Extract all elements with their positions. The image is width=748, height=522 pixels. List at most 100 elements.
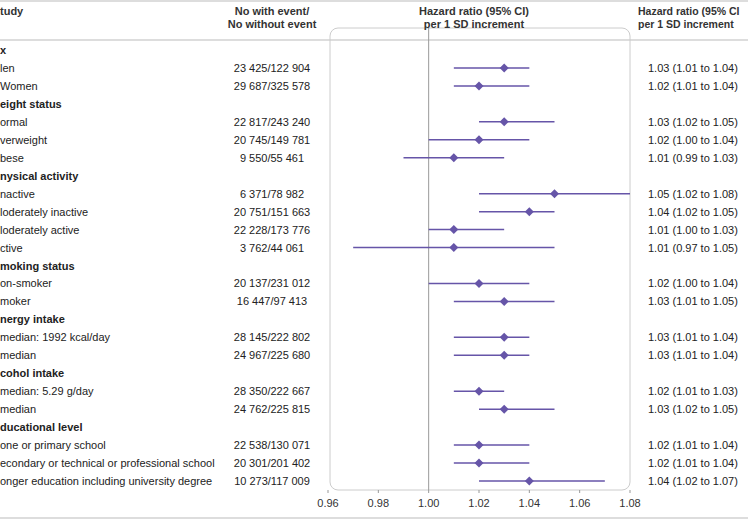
- row-label: nactive: [0, 188, 35, 200]
- row-label: loderately inactive: [0, 206, 88, 218]
- hr-label: 1.02 (1.01 to 1.04): [648, 457, 738, 469]
- point-estimate: [500, 117, 509, 126]
- point-estimate: [475, 81, 484, 90]
- chart: tudy No with event/No without event Hazard…: [0, 0, 748, 522]
- row-label: median: 5.29 g/day: [0, 385, 94, 397]
- count-label: 10 273/117 009: [234, 475, 310, 487]
- ci-line: [454, 337, 529, 339]
- hr-label: 1.01 (0.97 to 1.05): [648, 242, 738, 254]
- x-tick-label: 1.04: [519, 497, 540, 509]
- ci-line: [429, 229, 505, 231]
- hr-label: 1.04 (1.02 to 1.07): [648, 475, 738, 487]
- x-tick: [529, 490, 530, 493]
- count-label: 29 687/325 578: [234, 80, 310, 92]
- x-tick-label: 0.98: [368, 497, 389, 509]
- ci-line: [454, 67, 529, 69]
- group-label: moking status: [0, 260, 75, 272]
- hr-label: 1.05 (1.02 to 1.08): [648, 188, 738, 200]
- count-label: 20 751/151 663: [234, 206, 310, 218]
- point-estimate: [475, 135, 484, 144]
- point-estimate: [500, 351, 509, 360]
- point-estimate: [525, 477, 534, 486]
- column-header: Hazard ratio (95% CI: [638, 5, 740, 17]
- ci-line: [454, 462, 529, 464]
- plot-frame: [330, 28, 630, 490]
- row-label: Women: [0, 80, 38, 92]
- group-label: ducational level: [0, 421, 83, 433]
- x-tick: [630, 490, 631, 493]
- ci-line: [454, 85, 529, 87]
- ci-line: [479, 480, 605, 482]
- ci-line: [479, 408, 555, 410]
- x-tick-label: 1.02: [468, 497, 489, 509]
- hr-label: 1.02 (1.01 to 1.04): [648, 439, 738, 451]
- x-tick-label: 0.96: [317, 497, 338, 509]
- point-estimate: [475, 279, 484, 288]
- point-estimate: [449, 243, 458, 252]
- point-estimate: [449, 153, 458, 162]
- group-label: nergy intake: [0, 313, 65, 325]
- hr-label: 1.03 (1.01 to 1.04): [648, 62, 738, 74]
- count-label: 28 350/222 667: [234, 385, 310, 397]
- column-header: No without event: [228, 18, 317, 30]
- column-header: per 1 SD increment: [638, 18, 734, 30]
- row-label: onger education including university deg…: [0, 475, 212, 487]
- point-estimate: [500, 63, 509, 72]
- point-estimate: [449, 225, 458, 234]
- count-label: 28 145/222 802: [234, 331, 310, 343]
- count-label: 20 301/201 402: [234, 457, 310, 469]
- hr-label: 1.03 (1.02 to 1.05): [648, 116, 738, 128]
- row-label: on-smoker: [0, 277, 52, 289]
- group-label: eight status: [0, 98, 62, 110]
- hr-label: 1.02 (1.01 to 1.03): [648, 385, 738, 397]
- count-label: 24 967/225 680: [234, 349, 310, 361]
- header-rule: [0, 40, 748, 41]
- hr-label: 1.04 (1.02 to 1.05): [648, 206, 738, 218]
- row-label: median: 1992 kcal/day: [0, 331, 111, 343]
- count-label: 20 745/149 781: [234, 134, 310, 146]
- row-label: moker: [0, 295, 31, 307]
- column-header: tudy: [0, 5, 24, 17]
- row-label: econdary or technical or professional sc…: [0, 457, 215, 469]
- hr-label: 1.01 (1.00 to 1.03): [648, 224, 738, 236]
- hr-label: 1.02 (1.00 to 1.04): [648, 134, 738, 146]
- group-label: x: [0, 44, 7, 56]
- x-tick-label: 1.00: [418, 497, 439, 509]
- row-label: bese: [0, 152, 24, 164]
- row-label: ormal: [0, 116, 28, 128]
- row-label: len: [0, 62, 15, 74]
- point-estimate: [500, 405, 509, 414]
- point-estimate: [500, 297, 509, 306]
- x-tick: [579, 490, 580, 493]
- x-tick-label: 1.06: [569, 497, 590, 509]
- row-label: median: [0, 403, 36, 415]
- ci-line: [454, 355, 529, 357]
- ci-line: [479, 211, 555, 213]
- group-label: nysical activity: [0, 170, 79, 182]
- column-header: No with event/: [235, 5, 310, 17]
- count-label: 24 762/225 815: [234, 403, 310, 415]
- ci-line: [454, 444, 529, 446]
- x-tick-label: 1.08: [619, 497, 640, 509]
- hr-label: 1.02 (1.00 to 1.04): [648, 277, 738, 289]
- row-label: loderately active: [0, 224, 80, 236]
- point-estimate: [475, 387, 484, 396]
- count-label: 6 371/78 982: [240, 188, 304, 200]
- x-tick: [479, 490, 480, 493]
- column-header: Hazard ratio (95% CI): [419, 5, 529, 17]
- count-label: 3 762/44 061: [240, 242, 304, 254]
- point-estimate: [525, 207, 534, 216]
- point-estimate: [475, 441, 484, 450]
- column-header: per 1 SD increment: [424, 18, 525, 30]
- count-label: 23 425/122 904: [234, 62, 310, 74]
- hr-label: 1.02 (1.01 to 1.04): [648, 80, 738, 92]
- point-estimate: [475, 459, 484, 468]
- hr-label: 1.01 (0.99 to 1.03): [648, 152, 738, 164]
- row-label: ctive: [0, 242, 23, 254]
- count-label: 22 538/130 071: [234, 439, 310, 451]
- ci-line: [479, 121, 555, 123]
- x-tick: [428, 490, 429, 493]
- hr-label: 1.03 (1.02 to 1.05): [648, 403, 738, 415]
- row-label: one or primary school: [0, 439, 106, 451]
- top-rule: [0, 1, 748, 2]
